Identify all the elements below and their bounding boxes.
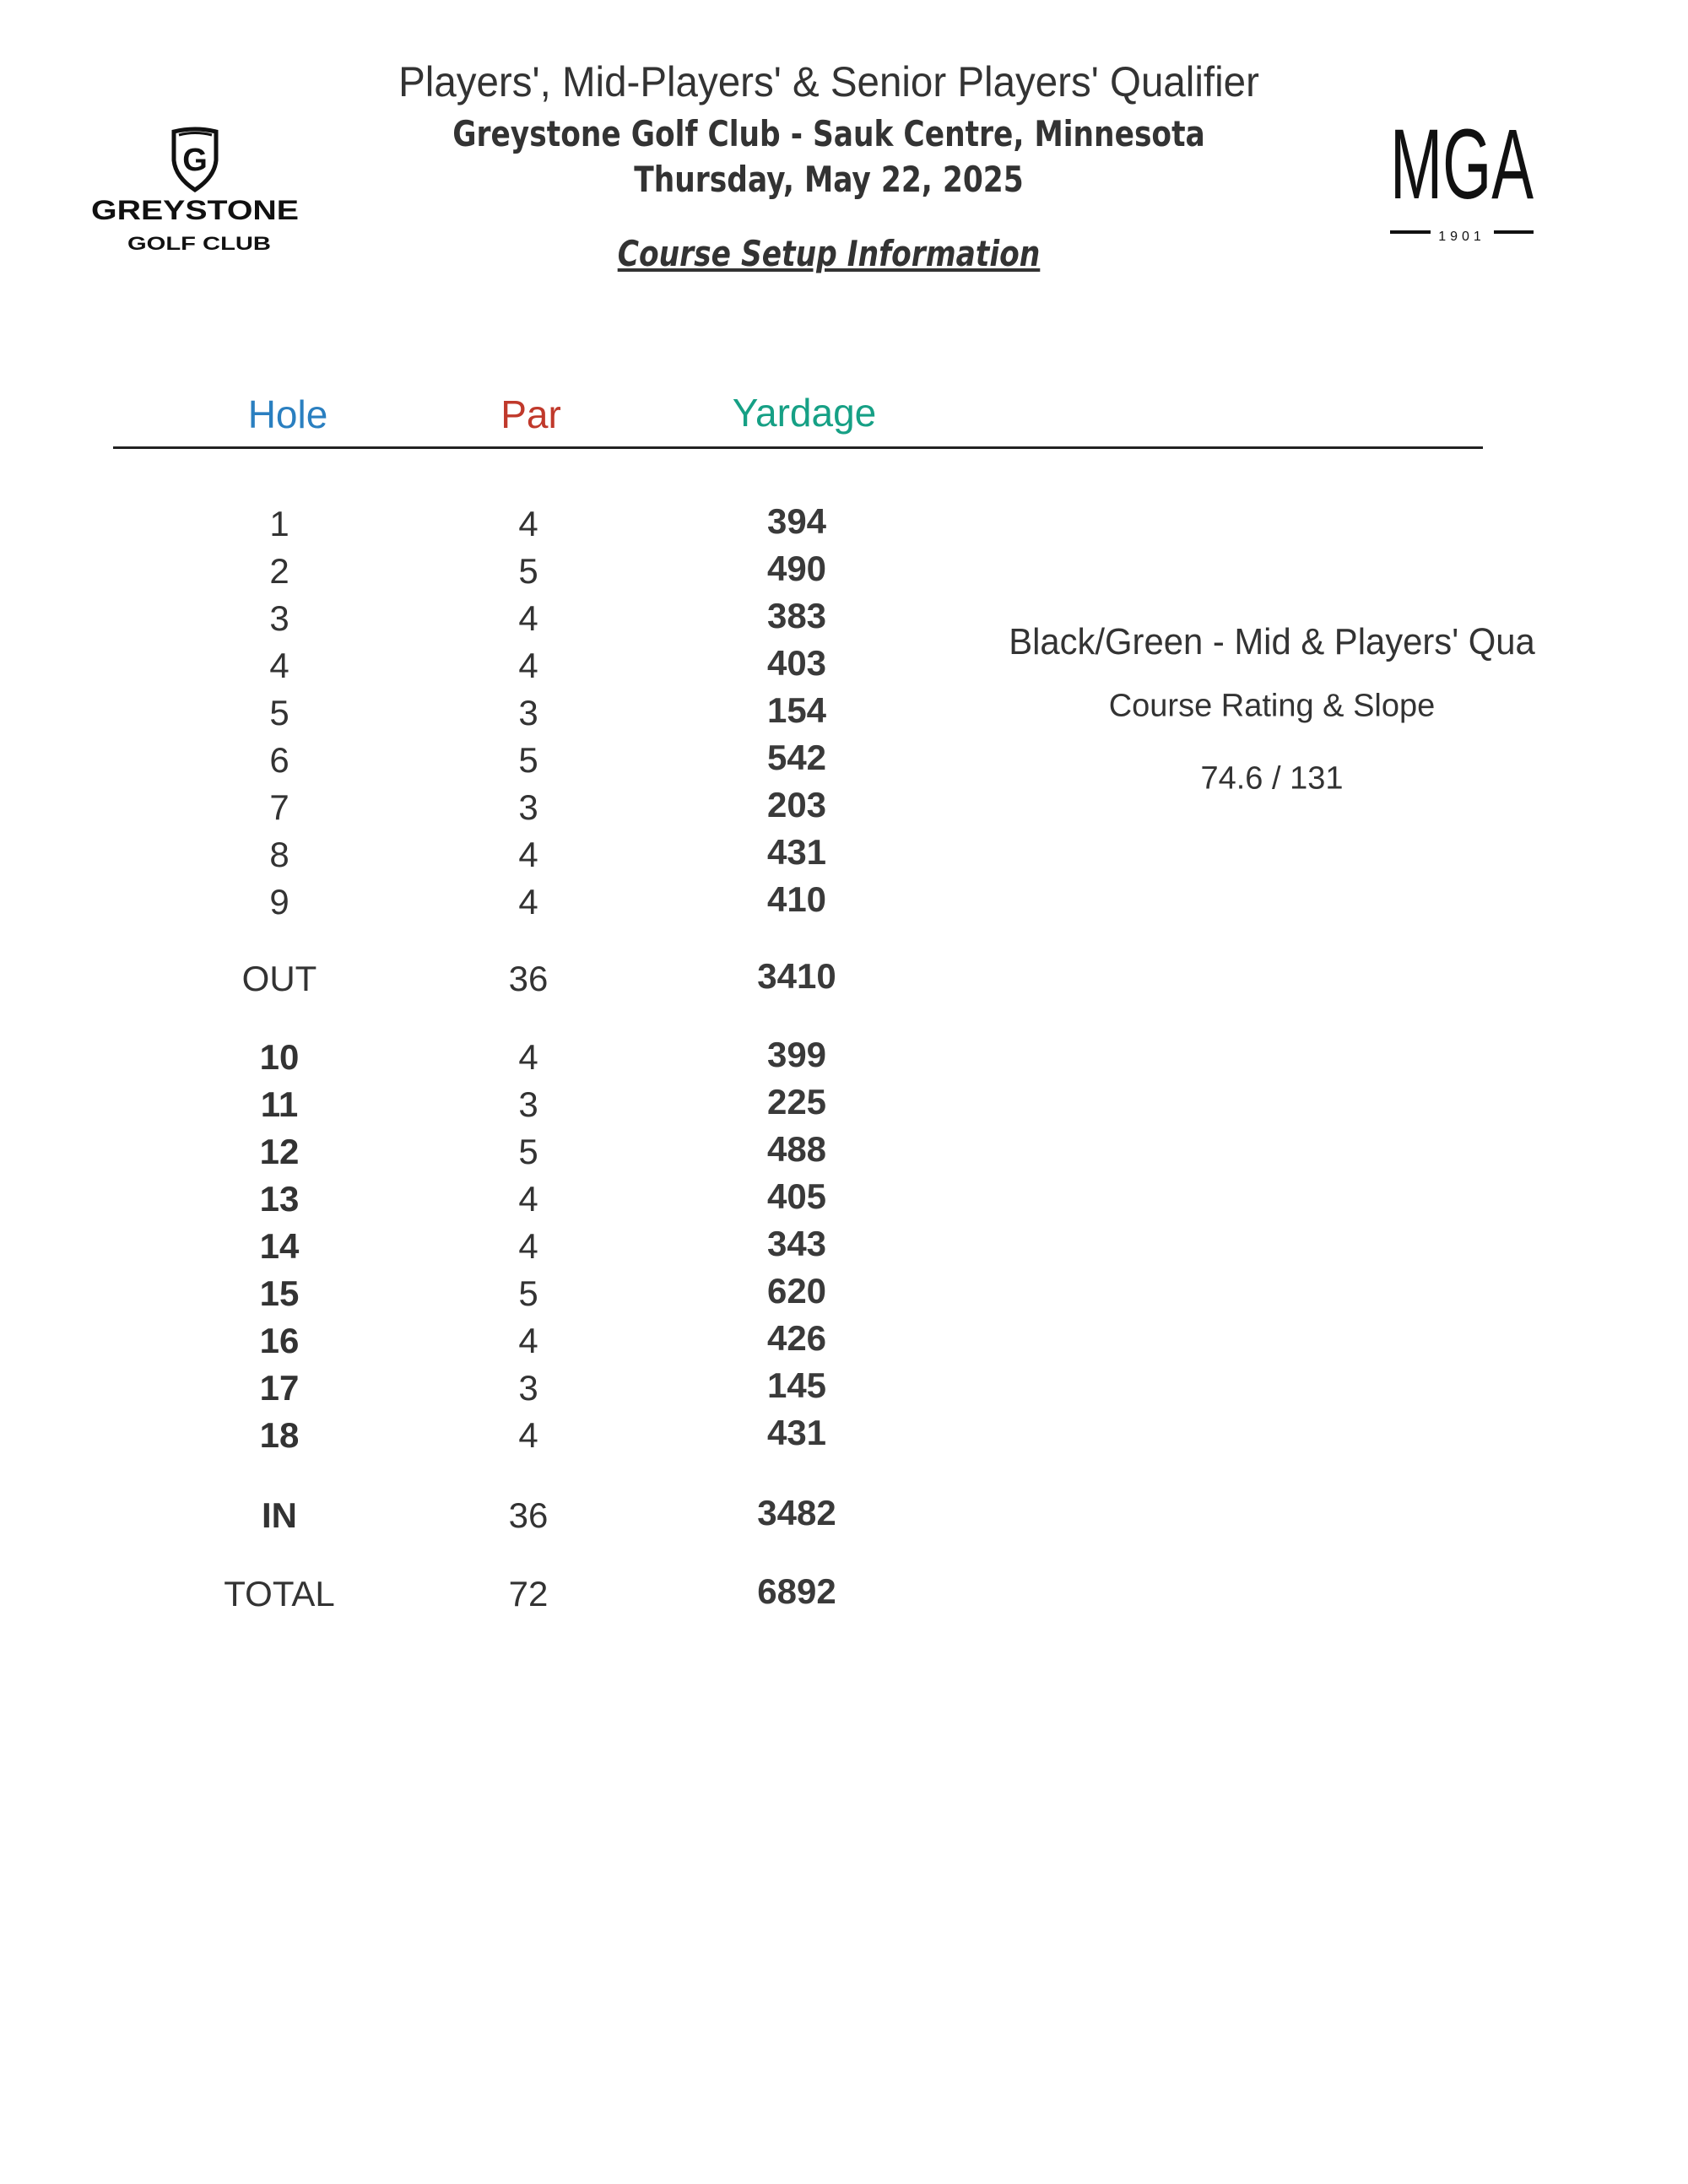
yardage-value: 620 xyxy=(766,1271,827,1311)
yardage-value: 399 xyxy=(766,1035,827,1074)
hole-number: 7 xyxy=(269,787,289,827)
yardage-value: 225 xyxy=(766,1082,827,1122)
par-value: 72 xyxy=(508,1574,549,1614)
par-value: 5 xyxy=(518,1273,538,1313)
hole-number: 1 xyxy=(269,504,289,543)
rating-value: 74.6 / 131 xyxy=(1200,760,1344,797)
hole-number: TOTAL xyxy=(224,1574,335,1614)
yardage-value: 154 xyxy=(766,690,827,730)
svg-text:GOLF CLUB: GOLF CLUB xyxy=(127,233,271,254)
rating-label: Course Rating & Slope xyxy=(1108,688,1436,724)
par-value: 3 xyxy=(518,1084,538,1124)
mga-logo: MGA 1901 xyxy=(1388,109,1536,245)
yardage-value: 542 xyxy=(766,738,827,777)
par-value: 4 xyxy=(518,1226,538,1266)
par-value: 3 xyxy=(518,1368,538,1408)
par-value: 5 xyxy=(518,740,538,780)
hole-number: 4 xyxy=(269,646,289,685)
par-value: 4 xyxy=(518,882,538,922)
par-value: 3 xyxy=(518,787,538,827)
par-value: 36 xyxy=(508,1495,549,1535)
event-title: Players', Mid-Players' & Senior Players'… xyxy=(398,58,1259,105)
yardage-value: 394 xyxy=(766,501,827,541)
par-value: 4 xyxy=(518,1037,538,1077)
par-value: 3 xyxy=(518,693,538,733)
yardage-value: 3410 xyxy=(757,956,836,996)
header-divider xyxy=(113,446,1483,449)
hole-number: 2 xyxy=(269,551,289,591)
yardage-value: 490 xyxy=(766,549,827,588)
hole-number: 8 xyxy=(269,835,289,874)
par-value: 4 xyxy=(518,504,538,543)
yardage-value: 6892 xyxy=(757,1571,836,1611)
column-header-par: Par xyxy=(500,392,561,436)
yardage-value: 405 xyxy=(766,1176,827,1216)
hole-number: 17 xyxy=(259,1368,300,1408)
par-value: 4 xyxy=(518,1415,538,1455)
hole-number: 11 xyxy=(260,1084,299,1124)
hole-number: 5 xyxy=(269,693,289,733)
greystone-logo: G GREYSTONE GOLF CLUB xyxy=(89,127,300,257)
svg-text:G: G xyxy=(182,143,208,178)
hole-number: 6 xyxy=(269,740,289,780)
par-value: 5 xyxy=(518,1132,538,1171)
yardage-value: 145 xyxy=(766,1365,827,1405)
yardage-value: 343 xyxy=(766,1224,827,1263)
yardage-value: 383 xyxy=(766,596,827,635)
par-value: 4 xyxy=(518,598,538,638)
hole-number: 14 xyxy=(259,1226,300,1266)
yardage-value: 426 xyxy=(766,1318,827,1358)
column-header-yardage: Yardage xyxy=(732,391,877,435)
shield-icon: G GREYSTONE GOLF CLUB xyxy=(91,127,299,254)
tee-set-label: Black/Green - Mid & Players' Qua xyxy=(1009,621,1535,662)
hole-number: 10 xyxy=(259,1037,300,1077)
par-value: 4 xyxy=(518,1321,538,1360)
svg-text:GREYSTONE: GREYSTONE xyxy=(91,195,299,225)
hole-number: 9 xyxy=(269,882,289,922)
par-value: 4 xyxy=(518,1179,538,1219)
hole-number: 16 xyxy=(259,1321,300,1360)
svg-text:1901: 1901 xyxy=(1438,230,1485,244)
par-value: 5 xyxy=(518,551,538,591)
event-date: Thursday, May 22, 2025 xyxy=(634,159,1024,200)
hole-number: 12 xyxy=(259,1132,300,1171)
yardage-value: 410 xyxy=(766,879,827,919)
par-value: 36 xyxy=(508,959,549,998)
yardage-value: 203 xyxy=(766,785,827,824)
hole-number: 13 xyxy=(259,1179,300,1219)
hole-number: IN xyxy=(262,1495,297,1535)
svg-text:MGA: MGA xyxy=(1390,114,1534,220)
yardage-value: 403 xyxy=(766,643,827,683)
hole-number: OUT xyxy=(241,959,317,998)
hole-number: 3 xyxy=(269,598,289,638)
venue: Greystone Golf Club - Sauk Centre, Minne… xyxy=(452,113,1205,154)
yardage-value: 431 xyxy=(766,1413,827,1452)
hole-number: 15 xyxy=(259,1273,300,1313)
yardage-value: 3482 xyxy=(757,1493,836,1533)
hole-number: 18 xyxy=(259,1415,300,1455)
column-header-hole: Hole xyxy=(247,392,328,436)
par-value: 4 xyxy=(518,646,538,685)
par-value: 4 xyxy=(518,835,538,874)
yardage-value: 431 xyxy=(766,832,827,872)
yardage-value: 488 xyxy=(766,1129,827,1169)
section-title: Course Setup Information xyxy=(617,233,1041,274)
